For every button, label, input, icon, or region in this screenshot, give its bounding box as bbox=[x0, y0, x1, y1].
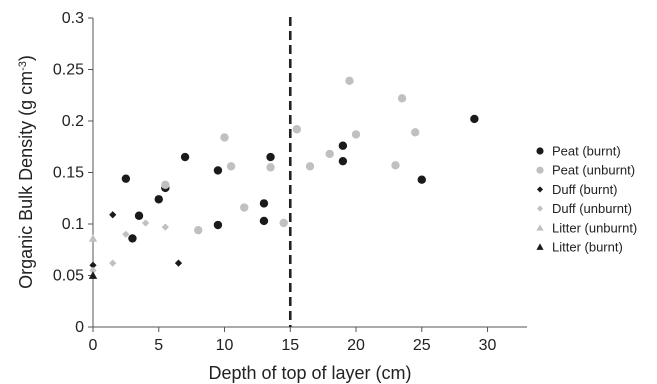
legend-label-duff-burnt: Duff (burnt) bbox=[552, 182, 618, 197]
data-point-peat-burnt bbox=[338, 141, 348, 150]
data-point-peat-burnt bbox=[213, 220, 223, 230]
data-point-peat-unburnt bbox=[161, 180, 170, 190]
x-tick-label: 25 bbox=[413, 337, 431, 354]
data-point-peat-burnt bbox=[266, 152, 275, 162]
data-point-peat-unburnt bbox=[325, 149, 334, 159]
x-axis-title: Depth of top of layer (cm) bbox=[208, 363, 411, 383]
data-point-peat-burnt bbox=[338, 156, 348, 166]
y-tick-label: 0.05 bbox=[53, 268, 84, 285]
legend-marker-duff-unburnt bbox=[536, 205, 544, 212]
x-tick-label: 10 bbox=[216, 337, 234, 354]
legend-marker-litter-burnt bbox=[536, 243, 544, 250]
data-point-duff-burnt bbox=[109, 211, 117, 219]
y-axis-title-superscript: -3 bbox=[17, 61, 29, 71]
data-point-peat-burnt bbox=[154, 195, 163, 204]
data-point-peat-burnt bbox=[213, 166, 223, 175]
data-point-peat-unburnt bbox=[240, 203, 249, 212]
legend-marker-duff-burnt bbox=[536, 186, 544, 193]
data-point-litter-unburnt bbox=[88, 234, 98, 242]
x-tick-label: 5 bbox=[154, 337, 163, 354]
legend-label-litter-burnt: Litter (burnt) bbox=[552, 240, 623, 255]
y-tick-label: 0.15 bbox=[53, 165, 84, 182]
y-axis-title-close: ) bbox=[16, 55, 36, 61]
data-point-peat-unburnt bbox=[292, 125, 302, 134]
data-point-peat-burnt bbox=[259, 199, 269, 208]
x-tick-label: 20 bbox=[347, 337, 365, 354]
data-point-peat-burnt bbox=[470, 114, 479, 124]
data-point-litter-burnt bbox=[88, 271, 98, 279]
y-tick-label: 0 bbox=[75, 319, 84, 336]
legend-marker-peat-unburnt bbox=[536, 166, 544, 174]
plot-area: 0 0.05 0.1 0.15 0.2 0.25 0.3 0 5 10 15 20 25 30 bbox=[53, 10, 527, 354]
data-point-peat-unburnt bbox=[411, 128, 420, 137]
data-point-peat-unburnt bbox=[305, 162, 315, 171]
x-tick-label: 15 bbox=[281, 337, 299, 354]
data-point-duff-unburnt bbox=[142, 219, 150, 227]
legend: Peat (burnt) Peat (unburnt) Duff (burnt) Du… bbox=[536, 144, 637, 255]
y-axis-title-main: Organic Bulk Density (g cm bbox=[16, 71, 36, 289]
legend-label-peat-burnt: Peat (burnt) bbox=[552, 144, 621, 159]
data-point-duff-unburnt bbox=[161, 223, 169, 231]
data-point-peat-burnt bbox=[417, 175, 426, 184]
y-tick-label: 0.1 bbox=[62, 216, 84, 233]
data-point-peat-unburnt bbox=[194, 225, 203, 235]
x-tick-label: 30 bbox=[479, 337, 497, 354]
data-point-peat-unburnt bbox=[220, 133, 229, 142]
data-point-peat-unburnt bbox=[226, 162, 236, 171]
data-point-peat-burnt bbox=[259, 216, 269, 226]
data-point-peat-unburnt bbox=[266, 163, 275, 172]
data-point-duff-unburnt bbox=[89, 266, 97, 274]
data-point-duff-burnt bbox=[174, 259, 183, 267]
y-tick-label: 0.3 bbox=[62, 10, 84, 27]
data-point-peat-unburnt bbox=[351, 130, 361, 139]
data-point-peat-unburnt bbox=[391, 161, 400, 170]
legend-label-duff-unburnt: Duff (unburnt) bbox=[552, 201, 632, 216]
data-point-peat-unburnt bbox=[345, 76, 354, 86]
y-tick-label: 0.2 bbox=[62, 113, 84, 130]
data-point-peat-unburnt bbox=[279, 218, 288, 228]
legend-label-peat-unburnt: Peat (unburnt) bbox=[552, 163, 635, 178]
data-point-peat-burnt bbox=[134, 211, 144, 220]
y-axis-title: Organic Bulk Density (g cm-3) bbox=[16, 55, 36, 289]
x-tick-label: 0 bbox=[89, 337, 98, 354]
data-point-duff-burnt bbox=[89, 261, 97, 269]
data-point-duff-unburnt bbox=[122, 230, 130, 238]
y-tick-label: 0.25 bbox=[53, 62, 84, 79]
data-point-duff-unburnt bbox=[109, 259, 117, 267]
data-point-peat-burnt bbox=[128, 234, 137, 243]
data-point-peat-burnt bbox=[180, 152, 190, 162]
data-point-peat-burnt bbox=[121, 174, 131, 183]
legend-label-litter-unburnt: Litter (unburnt) bbox=[552, 220, 637, 235]
legend-marker-peat-burnt bbox=[536, 147, 544, 155]
legend-marker-litter-unburnt bbox=[536, 224, 544, 231]
data-point-peat-unburnt bbox=[397, 94, 407, 103]
